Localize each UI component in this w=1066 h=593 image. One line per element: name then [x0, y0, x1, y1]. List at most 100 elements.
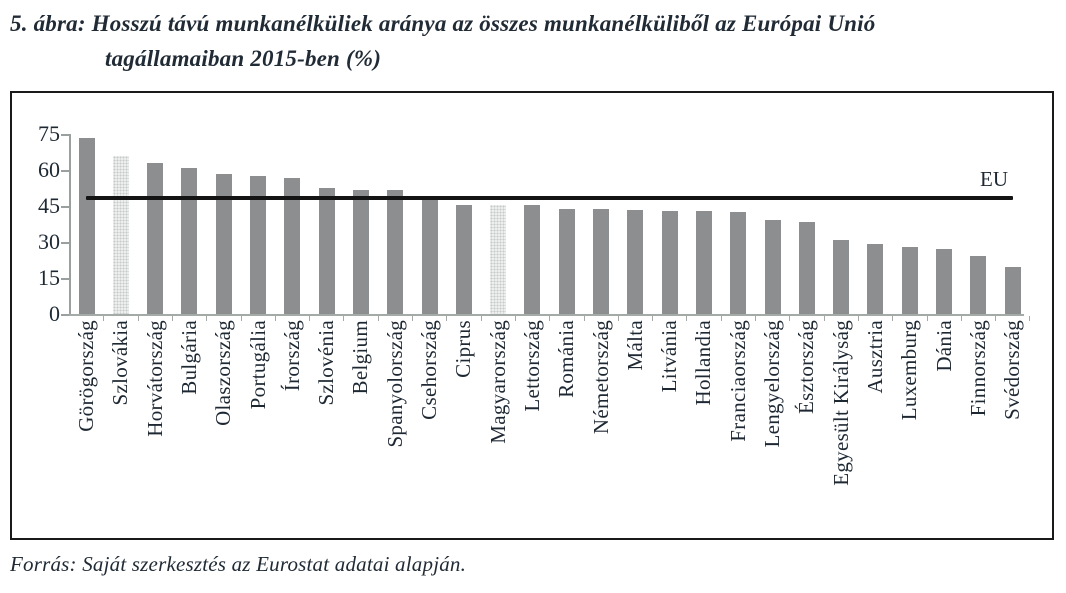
category-label: Lettország [520, 320, 544, 412]
x-tick-mark [274, 316, 276, 321]
bar [78, 137, 95, 314]
category-label-text: Horvátország [142, 320, 167, 437]
bar [318, 188, 335, 314]
category-label-text: Lengyelország [760, 320, 784, 448]
category-label: Ausztria [863, 320, 887, 394]
category-label-text: Hollandia [691, 320, 716, 406]
category-label-text: Olaszország [211, 320, 236, 426]
eu-reference-label: EU [980, 167, 1008, 191]
x-tick-mark [206, 316, 208, 321]
y-tick-mark [61, 170, 69, 172]
x-tick-mark [686, 316, 688, 321]
bar [593, 209, 609, 314]
category-label: Görögország [74, 320, 99, 432]
x-tick-mark [514, 316, 516, 321]
bar [352, 189, 369, 314]
category-label-text: Szlovákia [108, 320, 133, 406]
bar [695, 210, 712, 314]
bar [387, 190, 404, 314]
bar [215, 173, 232, 314]
x-tick-mark [960, 316, 962, 321]
bar-chart-plot: EU 0 15 30 45 60 75 Görögország Szlovákia Horváto… [12, 93, 1052, 538]
x-tick-mark [137, 316, 139, 321]
category-label-text: Bulgária [176, 320, 201, 395]
x-tick-mark [171, 316, 173, 321]
category-label: Csehország [417, 320, 442, 420]
category-label-text: Finnország [965, 320, 990, 417]
bar [764, 219, 781, 314]
category-label: Írország [280, 320, 304, 391]
category-label-text: Írország [279, 320, 304, 392]
bar [421, 200, 438, 314]
y-tick-mark [61, 134, 69, 136]
figure-title: 5. ábra: Hosszú távú munkanélküliek arán… [10, 6, 1050, 76]
y-tick-label: 75 [38, 121, 60, 146]
category-label-text: Csehország [417, 320, 441, 420]
category-label: Olaszország [211, 320, 236, 426]
figure-title-line1: 5. ábra: Hosszú távú munkanélküliek arán… [10, 11, 876, 36]
bar [524, 205, 541, 314]
bar [936, 249, 952, 314]
category-label-text: Görögország [74, 320, 98, 432]
category-label: Románia [554, 320, 579, 398]
x-tick-mark [480, 316, 482, 321]
category-label: Horvátország [143, 320, 167, 437]
category-label-text: Lettország [519, 320, 544, 412]
category-label: Litvánia [657, 320, 682, 393]
y-axis [69, 134, 71, 316]
category-label-text: Ausztria [862, 320, 887, 394]
category-label: Svédország [1000, 320, 1025, 420]
category-label-text: Luxemburg [897, 320, 922, 421]
y-tick-mark [61, 206, 69, 208]
x-axis [69, 314, 1024, 316]
category-label-text: Portugália [245, 320, 270, 410]
chart-frame: EU 0 15 30 45 60 75 Görögország Szlovákia Horváto… [10, 91, 1054, 540]
category-label: Málta [623, 320, 647, 370]
category-label: Belgium [348, 320, 373, 395]
bar [250, 176, 266, 314]
category-label: Spanyolország [383, 320, 407, 448]
x-tick-mark [995, 316, 997, 321]
bar [627, 209, 644, 314]
x-tick-mark [240, 316, 242, 321]
bar [867, 243, 884, 314]
category-label-text: Svédország [1000, 320, 1025, 420]
category-label: Magyarország [486, 320, 510, 444]
bar [833, 240, 850, 314]
bar-highlighted [112, 155, 129, 314]
bar-highlighted [490, 204, 507, 314]
bar [661, 210, 678, 314]
category-label-text: Spanyolország [382, 320, 407, 448]
source-note: Forrás: Saját szerkesztés az Eurostat ad… [10, 552, 467, 576]
x-tick-mark [926, 316, 928, 321]
category-label-text: Dánia [931, 320, 956, 372]
y-tick-mark [61, 278, 69, 280]
category-label: Dánia [932, 320, 956, 372]
eu-reference-line [86, 196, 1013, 201]
category-label: Hollandia [691, 320, 716, 406]
category-label-text: Franciaország [725, 320, 750, 442]
category-label-text: Szlovénia [314, 320, 339, 406]
category-label-text: Litvánia [657, 320, 682, 393]
category-label: Portugália [246, 320, 270, 409]
x-tick-mark [857, 316, 859, 321]
category-label: Finnország [966, 320, 990, 416]
y-tick-label: 15 [38, 265, 60, 290]
category-label-text: Málta [622, 320, 647, 371]
x-tick-mark [309, 316, 311, 321]
category-label: Lengyelország [760, 320, 785, 448]
x-tick-mark [1029, 316, 1031, 321]
category-label-text: Németország [588, 320, 613, 435]
x-tick-mark [343, 316, 345, 321]
bar [1004, 266, 1021, 314]
y-tick-label: 45 [38, 193, 60, 218]
bar [455, 204, 472, 314]
bar [558, 208, 575, 314]
category-label-text: Egyesült Királyság [828, 320, 853, 486]
category-label-text: Belgium [348, 320, 373, 395]
category-label: Szlovénia [314, 320, 339, 406]
category-label: Ciprus [451, 320, 476, 378]
x-tick-mark [823, 316, 825, 321]
category-label: Németország [589, 320, 613, 434]
y-tick-label: 60 [38, 157, 60, 182]
